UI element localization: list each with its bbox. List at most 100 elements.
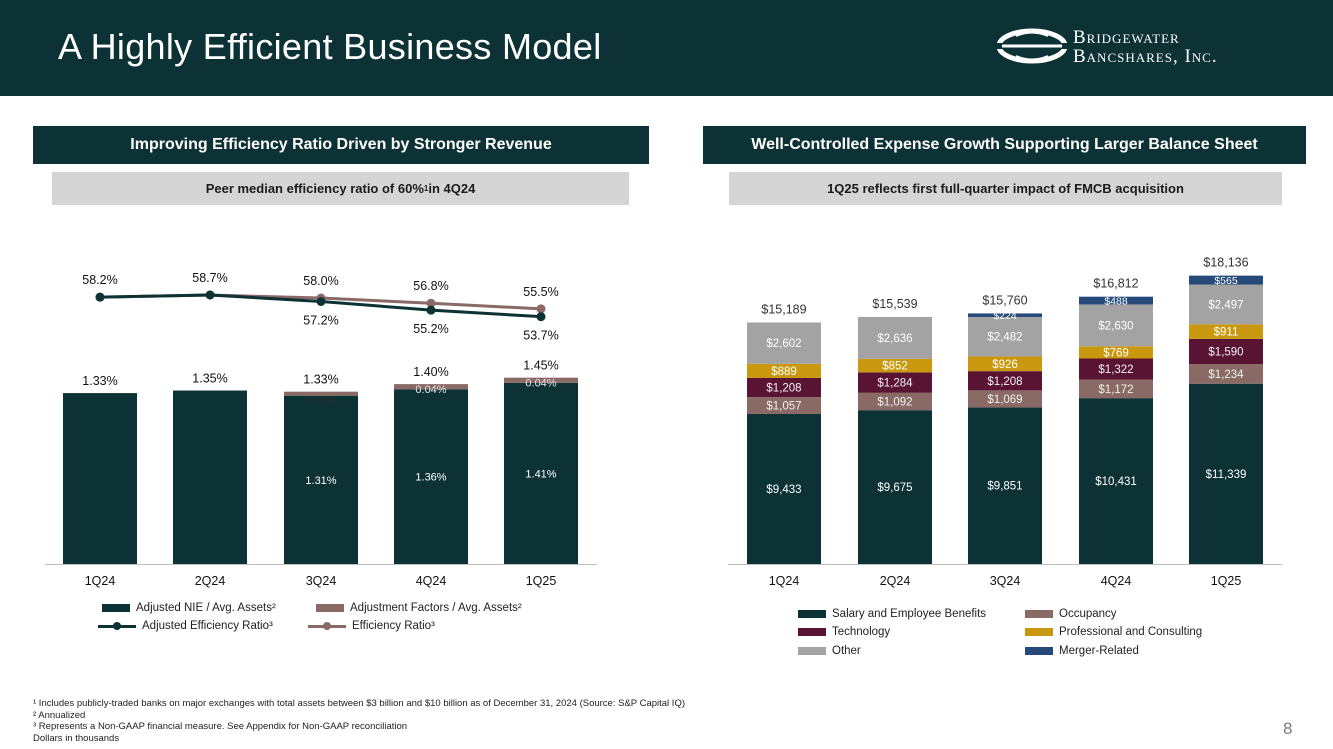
line-value-label: 56.8% xyxy=(413,279,448,293)
segment-value-label: $2,602 xyxy=(766,338,801,350)
bar-technology-1q24 xyxy=(747,378,821,398)
segment-value-label: $2,636 xyxy=(877,333,912,345)
right-section-title: Well-Controlled Expense Growth Supportin… xyxy=(703,126,1306,164)
legend-label: Other xyxy=(832,645,861,657)
bar-other-4q24 xyxy=(1079,304,1153,347)
bar-total-label: 1.33% xyxy=(82,374,117,388)
line-value-label: 55.2% xyxy=(413,322,448,336)
footnote-4: Dollars in thousands xyxy=(33,732,120,744)
bar-salary-1q24 xyxy=(747,414,821,564)
bar-occupancy-1q24 xyxy=(747,397,821,415)
line-value-label: 57.2% xyxy=(303,313,338,327)
segment-value-label: $911 xyxy=(1214,327,1239,339)
bar-value-label: 1.41% xyxy=(525,468,556,480)
legend-item-professional: Professional and Consulting xyxy=(1025,626,1202,638)
legend-swatch xyxy=(798,610,826,618)
segment-value-label: $769 xyxy=(1103,347,1129,359)
adjustment-value-label: 0.02% xyxy=(305,395,336,407)
bar-value-label: 1.31% xyxy=(305,475,336,487)
bar-total-label: 1.45% xyxy=(523,359,558,373)
x-tick-label: 1Q25 xyxy=(1211,574,1242,588)
bar-professional-3q24 xyxy=(968,356,1042,372)
bar-other-3q24 xyxy=(968,316,1042,357)
legend-item-adjusted-efficiency-ratio: Adjusted Efficiency Ratio³ xyxy=(98,620,273,632)
bar-merger-1q25 xyxy=(1189,275,1263,285)
bar-salary-4q24 xyxy=(1079,398,1153,564)
legend-item-salary: Salary and Employee Benefits xyxy=(798,608,986,620)
legend-label: Efficiency Ratio³ xyxy=(352,620,435,632)
left-section-title: Improving Efficiency Ratio Driven by Str… xyxy=(33,126,649,164)
line-value-label: 58.2% xyxy=(82,273,117,287)
right-section-subtitle: 1Q25 reflects first full-quarter impact … xyxy=(729,172,1282,205)
segment-value-label: $488 xyxy=(1104,296,1128,308)
bar-professional-4q24 xyxy=(1079,346,1153,359)
segment-value-label: $11,339 xyxy=(1206,469,1247,481)
page-number: 8 xyxy=(1283,719,1293,738)
bar-occupancy-3q24 xyxy=(968,390,1042,408)
segment-value-label: $1,322 xyxy=(1098,364,1133,376)
legend-line-swatch xyxy=(98,621,136,631)
segment-value-label: $9,675 xyxy=(877,482,912,494)
legend-label: Occupancy xyxy=(1059,608,1117,620)
line-value-label: 58.0% xyxy=(303,274,338,288)
legend-item-efficiency-ratio: Efficiency Ratio³ xyxy=(308,620,435,632)
bar-merger-3q24 xyxy=(968,313,1042,317)
legend-label: Adjustment Factors / Avg. Assets² xyxy=(350,602,522,614)
efficiency-ratio-chart: 1.33% 1Q24 1.35% 2Q24 1.31% 0.02% 1.33% 3Q24 1.3… xyxy=(45,271,597,588)
line-value-label: 58.7% xyxy=(192,271,227,285)
line-marker xyxy=(95,292,105,302)
bar-total-label: 1.40% xyxy=(413,365,448,379)
bar-total-label: $15,189 xyxy=(761,302,806,316)
bar-occupancy-4q24 xyxy=(1079,379,1153,399)
bar-salary-3q24 xyxy=(968,407,1042,564)
legend-line-swatch xyxy=(308,621,346,631)
footnote-2: ² Annualized xyxy=(33,709,86,721)
bar-technology-1q25 xyxy=(1189,338,1263,365)
legend-swatch xyxy=(1025,647,1053,655)
bar-adjusted-nie-4q24 xyxy=(394,389,468,564)
adjustment-value-label: 0.04% xyxy=(525,378,556,390)
legend-swatch xyxy=(316,604,344,612)
bar-merger-4q24 xyxy=(1079,296,1153,305)
segment-value-label: $10,431 xyxy=(1095,476,1137,488)
bar-other-1q25 xyxy=(1189,284,1263,325)
segment-value-label: $1,208 xyxy=(766,383,801,395)
bar-other-2q24 xyxy=(858,316,932,359)
line-marker xyxy=(536,304,546,314)
bar-occupancy-1q25 xyxy=(1189,364,1263,384)
legend-label: Adjusted Efficiency Ratio³ xyxy=(142,620,273,632)
bar-total-label: $15,539 xyxy=(872,297,917,311)
logo-line-1: Bridgewater xyxy=(1073,27,1180,48)
left-section-subtitle: Peer median efficiency ratio of 60% 1 in … xyxy=(52,172,629,205)
bar-total-label: 1.33% xyxy=(303,373,338,387)
segment-value-label: $926 xyxy=(992,359,1018,371)
segment-value-label: $1,208 xyxy=(987,376,1022,388)
bar-salary-2q24 xyxy=(858,410,932,564)
subtitle-text-end: in 4Q24 xyxy=(428,181,476,196)
subtitle-text: Peer median efficiency ratio of 60% xyxy=(205,181,424,196)
x-tick-label: 3Q24 xyxy=(990,574,1021,588)
legend-swatch xyxy=(102,604,130,612)
bar-adjustment-factor-4q24 xyxy=(394,384,468,390)
bar-occupancy-2q24 xyxy=(858,392,932,411)
legend-swatch xyxy=(798,628,826,636)
bar-professional-2q24 xyxy=(858,358,932,373)
bar-adjustment-factor-3q24 xyxy=(284,391,358,396)
legend-item-occupancy: Occupancy xyxy=(1025,608,1117,620)
bar-adjusted-nie-3q24 xyxy=(284,395,358,564)
segment-value-label: $1,590 xyxy=(1208,346,1243,358)
bar-adjusted-nie-1q24 xyxy=(63,393,137,564)
bar-technology-4q24 xyxy=(1079,358,1153,380)
legend-label: Technology xyxy=(832,626,891,638)
x-tick-label: 3Q24 xyxy=(306,574,337,588)
legend-item-adjustment-factors: Adjustment Factors / Avg. Assets² xyxy=(316,602,522,614)
bar-professional-1q25 xyxy=(1189,324,1263,339)
bar-adjustment-factor-1q25 xyxy=(504,377,578,383)
footnote-1: ¹ Includes publicly-traded banks on majo… xyxy=(33,698,685,709)
adjustment-value-label: 0.04% xyxy=(415,384,446,396)
segment-value-label: $1,234 xyxy=(1208,369,1244,381)
subtitle-footnote-mark: 1 xyxy=(423,184,429,193)
segment-value-label: $224 xyxy=(993,310,1017,322)
bar-adjusted-nie-2q24 xyxy=(173,390,247,564)
bar-total-label: $16,812 xyxy=(1093,277,1138,291)
